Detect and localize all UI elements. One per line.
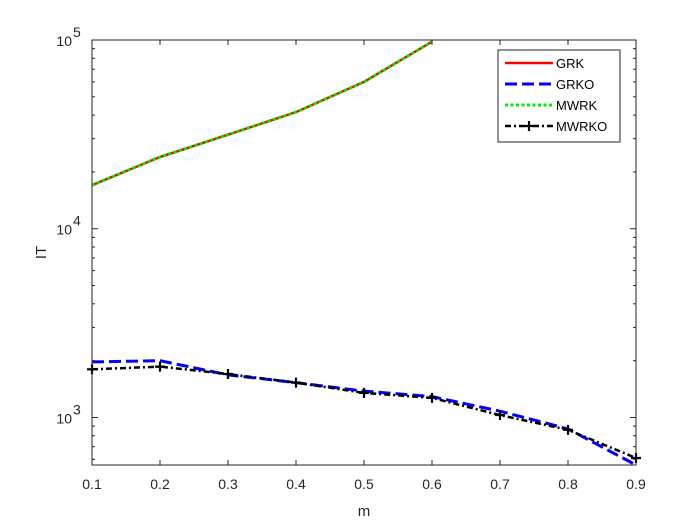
legend-label-mwrko: MWRKO <box>556 119 607 134</box>
y-tick-label: 10 <box>56 222 72 238</box>
y-tick-label: 10 <box>56 410 72 426</box>
y-tick-exponent: 3 <box>73 401 81 417</box>
x-tick-label: 0.2 <box>150 476 170 492</box>
data-point-mwrko <box>495 410 505 421</box>
legend-label-grko: GRKO <box>556 77 594 92</box>
data-point-mwrko <box>223 368 233 379</box>
legend-box <box>497 49 621 143</box>
x-tick-label: 0.3 <box>218 476 238 492</box>
series-layer <box>87 40 641 467</box>
y-tick-exponent: 5 <box>73 24 81 40</box>
y-axis-label: IT <box>33 246 50 259</box>
x-tick-label: 0.1 <box>82 476 102 492</box>
series-line-mwrko <box>91 365 637 460</box>
series-line-mwrk <box>91 40 433 187</box>
y-tick-exponent: 4 <box>73 213 81 229</box>
data-point-mwrko <box>291 377 301 388</box>
x-axis-label: m <box>358 503 371 520</box>
legend-label-mwrk: MWRK <box>556 98 597 113</box>
legend: GRK GRKO MWRK MWRKO <box>497 49 621 143</box>
data-point-mwrko <box>359 387 369 398</box>
legend-label-grk: GRK <box>556 56 585 71</box>
x-tick-label: 0.4 <box>286 476 306 492</box>
x-tick-label: 0.8 <box>558 476 578 492</box>
y-tick-label: 10 <box>56 33 72 49</box>
x-tick-label: 0.9 <box>626 476 646 492</box>
x-tick-label: 0.5 <box>354 476 374 492</box>
data-point-mwrko <box>155 361 165 372</box>
data-point-mwrko <box>427 392 437 403</box>
x-tick-label: 0.6 <box>422 476 442 492</box>
x-tick-label: 0.7 <box>490 476 510 492</box>
legend-marker-mwrko <box>524 121 534 131</box>
data-point-mwrko <box>563 424 573 435</box>
